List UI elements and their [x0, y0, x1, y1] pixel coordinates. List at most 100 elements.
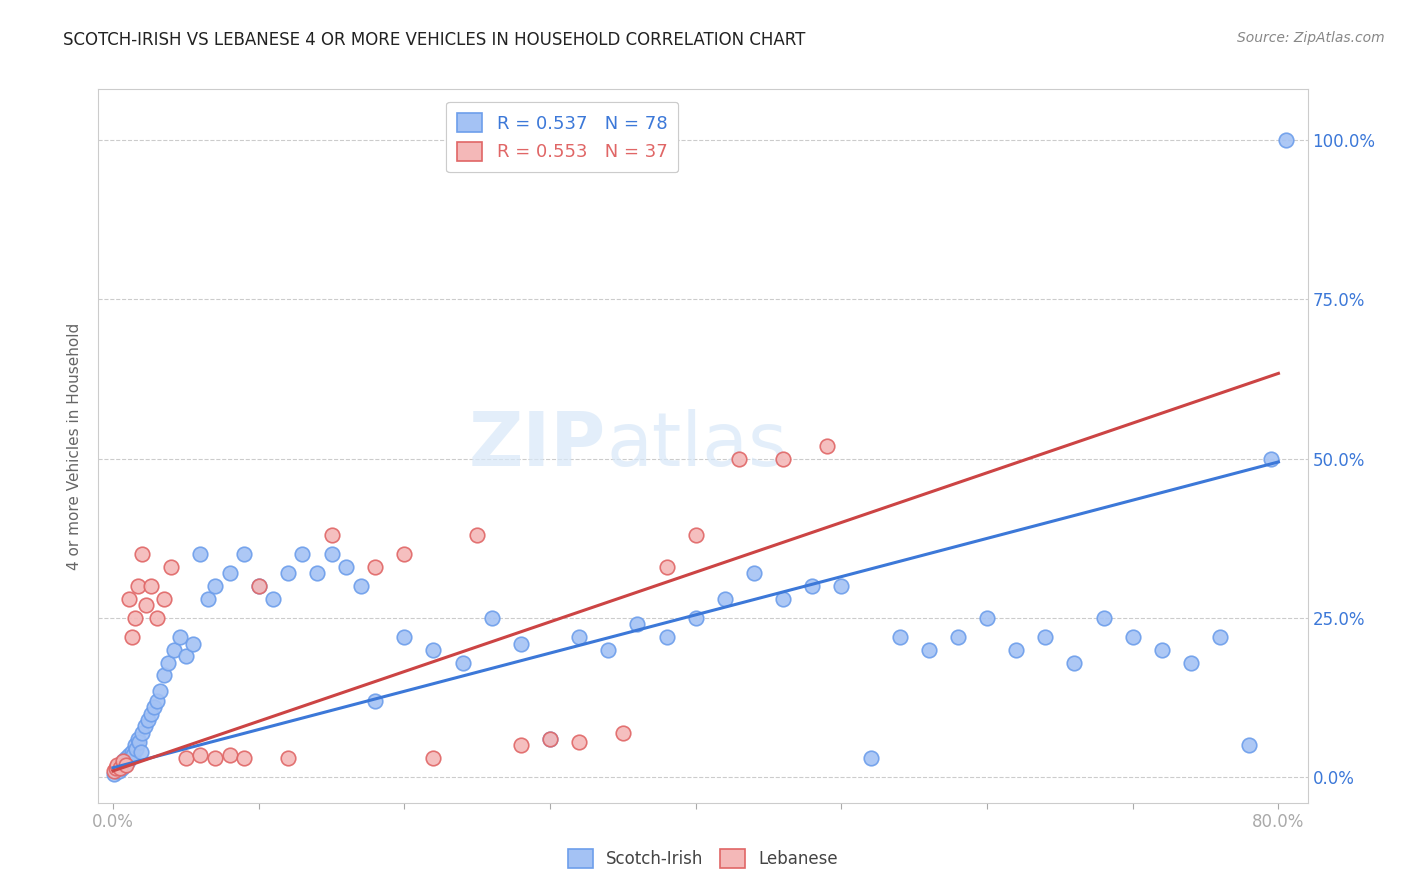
- Point: [111, 761, 134, 775]
- Point: [291, 547, 314, 561]
- Point: [626, 617, 648, 632]
- Point: [350, 579, 373, 593]
- Point: [153, 591, 176, 606]
- Point: [247, 579, 270, 593]
- Point: [728, 451, 751, 466]
- Point: [451, 656, 474, 670]
- Point: [815, 439, 838, 453]
- Point: [714, 591, 737, 606]
- Point: [538, 732, 561, 747]
- Point: [568, 735, 591, 749]
- Point: [118, 591, 141, 606]
- Legend: Scotch-Irish, Lebanese: Scotch-Irish, Lebanese: [561, 843, 845, 875]
- Point: [742, 566, 765, 581]
- Point: [114, 757, 136, 772]
- Point: [218, 747, 240, 762]
- Point: [262, 591, 284, 606]
- Point: [1150, 643, 1173, 657]
- Point: [149, 684, 172, 698]
- Point: [112, 755, 135, 769]
- Point: [1063, 656, 1085, 670]
- Point: [1209, 630, 1232, 644]
- Point: [394, 630, 416, 644]
- Point: [124, 611, 146, 625]
- Point: [364, 694, 387, 708]
- Point: [509, 739, 531, 753]
- Point: [305, 566, 328, 581]
- Point: [509, 636, 531, 650]
- Text: Source: ZipAtlas.com: Source: ZipAtlas.com: [1237, 31, 1385, 45]
- Point: [127, 732, 149, 747]
- Point: [122, 747, 145, 762]
- Point: [139, 706, 162, 721]
- Point: [1239, 739, 1261, 753]
- Point: [538, 732, 561, 747]
- Point: [110, 757, 132, 772]
- Point: [174, 751, 197, 765]
- Point: [218, 566, 240, 581]
- Point: [136, 713, 159, 727]
- Text: SCOTCH-IRISH VS LEBANESE 4 OR MORE VEHICLES IN HOUSEHOLD CORRELATION CHART: SCOTCH-IRISH VS LEBANESE 4 OR MORE VEHIC…: [63, 31, 806, 49]
- Point: [247, 579, 270, 593]
- Point: [685, 611, 707, 625]
- Point: [121, 745, 143, 759]
- Point: [128, 735, 150, 749]
- Point: [160, 560, 183, 574]
- Point: [1180, 656, 1202, 670]
- Text: atlas: atlas: [606, 409, 787, 483]
- Point: [103, 764, 125, 778]
- Point: [115, 757, 138, 772]
- Point: [104, 764, 127, 778]
- Point: [131, 547, 153, 561]
- Point: [120, 751, 142, 765]
- Point: [772, 451, 794, 466]
- Point: [335, 560, 357, 574]
- Point: [1033, 630, 1056, 644]
- Point: [233, 547, 256, 561]
- Point: [134, 719, 156, 733]
- Point: [174, 649, 197, 664]
- Point: [190, 747, 212, 762]
- Point: [153, 668, 176, 682]
- Point: [1122, 630, 1144, 644]
- Point: [104, 761, 127, 775]
- Point: [830, 579, 852, 593]
- Point: [127, 579, 149, 593]
- Point: [110, 761, 132, 775]
- Point: [321, 528, 343, 542]
- Point: [103, 767, 125, 781]
- Point: [394, 547, 416, 561]
- Point: [145, 694, 167, 708]
- Point: [124, 739, 146, 753]
- Point: [181, 636, 204, 650]
- Point: [277, 566, 299, 581]
- Point: [976, 611, 998, 625]
- Point: [568, 630, 591, 644]
- Point: [772, 591, 794, 606]
- Point: [108, 764, 131, 778]
- Point: [112, 755, 135, 769]
- Point: [481, 611, 503, 625]
- Point: [117, 755, 139, 769]
- Point: [105, 761, 128, 775]
- Point: [190, 547, 212, 561]
- Point: [118, 747, 141, 762]
- Point: [115, 751, 138, 765]
- Point: [277, 751, 299, 765]
- Point: [859, 751, 882, 765]
- Point: [197, 591, 219, 606]
- Point: [163, 643, 186, 657]
- Point: [157, 656, 180, 670]
- Point: [321, 547, 343, 561]
- Point: [169, 630, 191, 644]
- Point: [1005, 643, 1028, 657]
- Y-axis label: 4 or more Vehicles in Household: 4 or more Vehicles in Household: [67, 322, 83, 570]
- Point: [129, 745, 152, 759]
- Point: [422, 751, 444, 765]
- Point: [889, 630, 911, 644]
- Point: [1260, 451, 1282, 466]
- Point: [598, 643, 620, 657]
- Point: [1274, 133, 1296, 147]
- Point: [204, 579, 226, 593]
- Point: [1092, 611, 1115, 625]
